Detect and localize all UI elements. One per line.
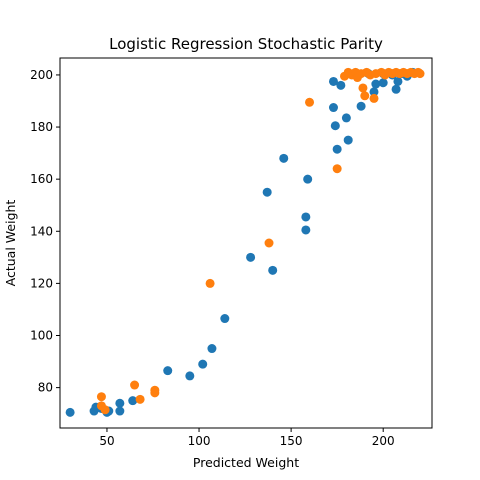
scatter-point-series-1 <box>393 76 403 86</box>
y-tick-label: 100 <box>30 329 53 343</box>
scatter-point-series-1 <box>332 144 342 154</box>
scatter-point-series-1 <box>391 84 401 94</box>
scatter-point-series-2 <box>305 97 315 107</box>
ticks-layer: 50 100 150 200 80 100 120 140 160 180 200 <box>30 68 395 448</box>
scatter-point-series-2 <box>264 238 274 248</box>
scatter-point-series-1 <box>303 174 313 184</box>
scatter-point-series-1 <box>128 396 138 406</box>
points-layer <box>65 67 425 417</box>
scatter-point-series-2 <box>135 394 145 404</box>
scatter-point-series-1 <box>65 407 75 417</box>
scatter-point-series-2 <box>96 392 106 402</box>
scatter-point-series-2 <box>360 91 370 101</box>
scatter-point-series-1 <box>115 398 125 408</box>
x-tick-label: 100 <box>188 434 211 448</box>
scatter-point-series-1 <box>207 344 217 354</box>
scatter-point-series-1 <box>371 79 381 89</box>
x-axis-label: Predicted Weight <box>193 455 299 470</box>
scatter-point-series-2 <box>205 278 215 288</box>
scatter-point-series-1 <box>330 121 340 131</box>
x-tick-label: 200 <box>372 434 395 448</box>
scatter-point-series-1 <box>262 187 272 197</box>
scatter-point-series-1 <box>341 113 351 123</box>
scatter-point-series-1 <box>115 406 125 416</box>
y-tick-label: 200 <box>30 68 53 82</box>
scatter-point-series-1 <box>198 359 208 369</box>
y-axis-label: Actual Weight <box>3 200 18 287</box>
scatter-point-series-1 <box>336 80 346 90</box>
x-tick-label: 150 <box>280 434 303 448</box>
scatter-point-series-1 <box>163 366 173 376</box>
scatter-point-series-1 <box>268 265 278 275</box>
scatter-point-series-1 <box>246 252 256 262</box>
scatter-point-series-2 <box>369 93 379 103</box>
scatter-point-series-2 <box>358 83 368 93</box>
scatter-point-series-2 <box>100 405 110 415</box>
scatter-point-series-2 <box>130 380 140 390</box>
scatter-point-series-1 <box>279 153 289 163</box>
scatter-point-series-1 <box>185 371 195 381</box>
scatter-point-series-2 <box>150 388 160 398</box>
scatter-point-series-2 <box>415 69 425 79</box>
y-tick-label: 160 <box>30 172 53 186</box>
scatter-point-series-1 <box>369 87 379 97</box>
y-tick-label: 140 <box>30 224 53 238</box>
y-tick-label: 80 <box>38 381 53 395</box>
scatter-point-series-1 <box>301 225 311 235</box>
y-tick-label: 180 <box>30 120 53 134</box>
plot-frame <box>59 57 433 429</box>
chart-title: Logistic Regression Stochastic Parity <box>109 35 383 53</box>
scatter-point-series-1 <box>301 212 311 222</box>
scatter-point-series-1 <box>328 103 338 113</box>
scatter-point-series-2 <box>332 164 342 174</box>
scatter-point-series-1 <box>220 314 230 324</box>
scatter-point-series-1 <box>343 135 353 145</box>
x-tick-label: 50 <box>99 434 114 448</box>
y-tick-label: 120 <box>30 276 53 290</box>
scatter-point-series-1 <box>328 76 338 86</box>
scatter-point-series-1 <box>356 101 366 111</box>
scatter-point-series-1 <box>378 78 388 88</box>
